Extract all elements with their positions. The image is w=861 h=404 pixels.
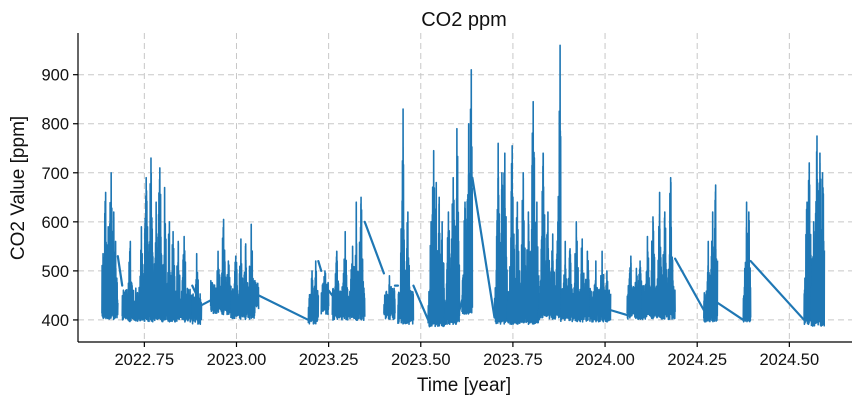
- grid: [78, 33, 852, 342]
- y-tick-label: 900: [41, 67, 69, 85]
- series-connector: [200, 299, 212, 307]
- x-tick-label: 2024.50: [760, 351, 820, 369]
- series-connector: [673, 257, 705, 312]
- series-segment: [506, 100, 540, 325]
- x-tick-label: 2023.00: [207, 351, 267, 369]
- series-connector: [458, 299, 464, 312]
- tick-labels: 2022.75 2023.00 2023.25 2023.50 2023.75 2024.…: [41, 67, 819, 369]
- y-tick-label: 600: [41, 214, 69, 232]
- series-connector: [363, 220, 386, 275]
- x-tick-label: 2023.25: [299, 351, 359, 369]
- series-segment: [383, 274, 396, 321]
- x-tick-label: 2023.75: [483, 351, 543, 369]
- series-connector: [471, 176, 496, 319]
- y-tick-label: 500: [41, 263, 69, 281]
- series-co2: [101, 44, 826, 328]
- series-segment: [230, 223, 256, 321]
- series-segment: [641, 176, 676, 321]
- x-axis-title: Time [year]: [417, 375, 511, 396]
- y-tick-label: 400: [41, 312, 69, 330]
- series-segment: [493, 142, 509, 325]
- series-segment: [427, 149, 446, 328]
- chart-title: CO2 ppm: [421, 9, 507, 31]
- series-segment: [209, 218, 232, 316]
- series-connector: [609, 309, 629, 317]
- y-tick-label: 800: [41, 116, 69, 134]
- series-segment: [742, 201, 752, 323]
- series-segment: [810, 135, 826, 327]
- x-tick-label: 2024.25: [667, 351, 727, 369]
- series-connector: [327, 289, 334, 297]
- y-axis-title: CO2 Value [ppm]: [8, 116, 29, 260]
- x-tick-label: 2024.00: [575, 351, 635, 369]
- series-connector: [716, 301, 745, 322]
- series-segment: [121, 157, 194, 323]
- series-segment: [331, 196, 366, 322]
- series-connector: [412, 284, 430, 322]
- series-segment: [626, 255, 643, 321]
- series-segment: [803, 162, 813, 326]
- series-segment: [589, 250, 612, 323]
- series-connector: [749, 259, 806, 322]
- x-tick-label: 2023.50: [391, 351, 451, 369]
- series-connector: [116, 255, 124, 287]
- series-connector: [191, 284, 203, 307]
- series-segment: [560, 221, 592, 323]
- series-segment: [443, 127, 461, 326]
- series-segment: [397, 108, 415, 325]
- series-segment: [461, 68, 474, 315]
- series-connector: [257, 294, 310, 322]
- series-segment: [703, 184, 719, 323]
- series-segment: [320, 270, 330, 316]
- x-tick-label: 2022.75: [115, 351, 175, 369]
- series-segment: [537, 44, 562, 321]
- series-segment: [250, 276, 260, 311]
- series-segment: [307, 260, 320, 325]
- series-segment: [101, 171, 119, 321]
- axes: [77, 33, 852, 343]
- y-tick-label: 700: [41, 165, 69, 183]
- series-connector: [317, 259, 323, 272]
